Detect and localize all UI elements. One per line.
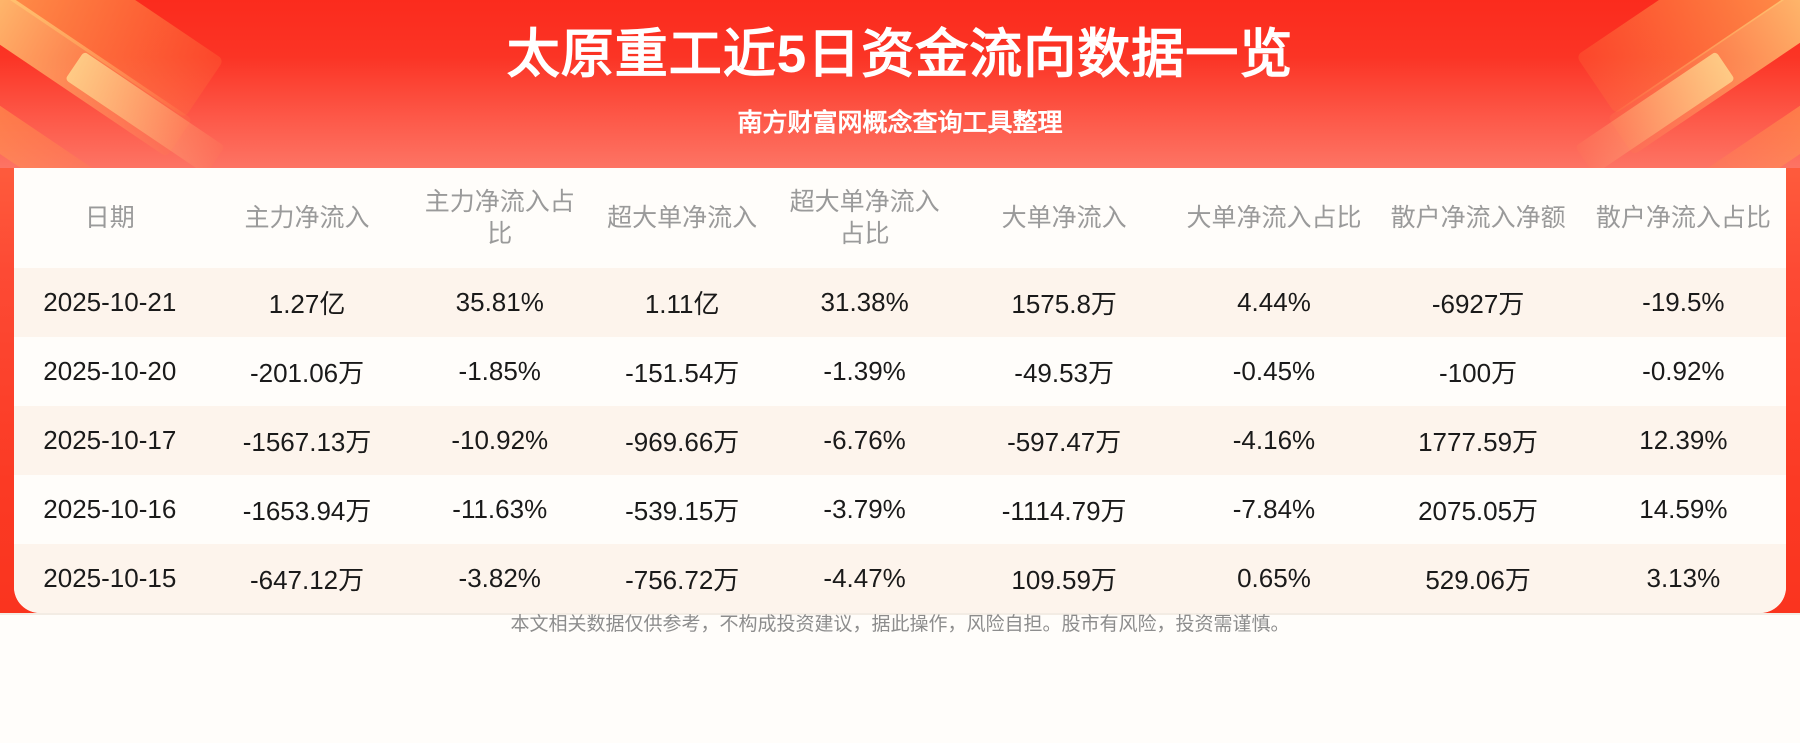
column-header-retail-net-inflow-ratio: 散户净流入占比: [1595, 204, 1771, 232]
cell-large-net-inflow: 1575.8万: [1011, 289, 1117, 319]
cell-main-net-inflow-ratio: 35.81%: [455, 287, 544, 317]
cell-large-net-inflow: -1114.79万: [1001, 496, 1127, 526]
column-header-large-net-inflow-ratio: 大单净流入占比: [1186, 204, 1362, 232]
cell-xl-net-inflow: -756.72万: [625, 565, 740, 595]
cell-large-net-inflow-ratio: -0.45%: [1232, 356, 1316, 386]
cell-xl-net-inflow: -969.66万: [625, 427, 740, 457]
column-header-main-net-inflow: 主力净流入: [244, 204, 370, 232]
column-header-retail-net-inflow: 散户净流入净额: [1390, 204, 1566, 232]
cell-xl-net-inflow-ratio: -1.39%: [823, 356, 906, 386]
cell-large-net-inflow: -597.47万: [1007, 427, 1122, 457]
table-row: 2025-10-15 -647.12万 -3.82% -756.72万 -4.4…: [14, 544, 1786, 613]
cell-main-net-inflow: 1.27亿: [268, 289, 346, 319]
table-row: 2025-10-21 1.27亿 35.81% 1.11亿 31.38% 157…: [14, 268, 1786, 337]
table-header: 日期 主力净流入 主力净流入占比 超大单净流入 超大单净流入占比 大单净流入 大…: [14, 168, 1786, 268]
cell-xl-net-inflow-ratio: 31.38%: [820, 287, 909, 317]
cell-main-net-inflow-ratio: -1.85%: [458, 356, 541, 386]
cell-xl-net-inflow-ratio: -4.47%: [823, 563, 906, 593]
table-section: 南方财富网 southmoney.com 日期 主力净流入 主力净流入占比 超大…: [0, 168, 1800, 743]
cell-date: 2025-10-21: [43, 287, 177, 317]
cell-xl-net-inflow-ratio: -6.76%: [823, 425, 906, 455]
table-row: 2025-10-20 -201.06万 -1.85% -151.54万 -1.3…: [14, 337, 1786, 406]
table-row: 2025-10-17 -1567.13万 -10.92% -969.66万 -6…: [14, 406, 1786, 475]
cell-retail-net-inflow: 1777.59万: [1418, 427, 1539, 457]
cell-retail-net-inflow: 529.06万: [1425, 565, 1531, 595]
cell-large-net-inflow: 109.59万: [1011, 565, 1117, 595]
column-header-large-net-inflow: 大单净流入: [1001, 204, 1127, 232]
column-header-xl-net-inflow-ratio: 超大单净流入占比: [789, 188, 940, 248]
disclaimer-text: 本文相关数据仅供参考，不构成投资建议，据此操作，风险自担。股市有风险，投资需谨慎…: [510, 614, 1290, 635]
cell-date: 2025-10-15: [43, 563, 177, 593]
cell-date: 2025-10-16: [43, 494, 177, 524]
cell-main-net-inflow-ratio: -10.92%: [451, 425, 549, 455]
cell-retail-net-inflow: -6927万: [1431, 289, 1525, 319]
cell-main-net-inflow: -647.12万: [249, 565, 365, 595]
header-banner: 太原重工近5日资金流向数据一览 南方财富网概念查询工具整理: [0, 0, 1800, 168]
cell-main-net-inflow-ratio: -3.82%: [458, 563, 541, 593]
cell-xl-net-inflow: -151.54万: [625, 358, 740, 388]
column-header-xl-net-inflow: 超大单净流入: [607, 204, 758, 232]
cell-xl-net-inflow-ratio: -3.79%: [823, 494, 906, 524]
column-header-date: 日期: [84, 204, 135, 232]
table-card: 南方财富网 southmoney.com 日期 主力净流入 主力净流入占比 超大…: [14, 168, 1786, 613]
cell-large-net-inflow: -49.53万: [1014, 358, 1115, 388]
cell-main-net-inflow: -201.06万: [249, 358, 365, 388]
table-row: 2025-10-16 -1653.94万 -11.63% -539.15万 -3…: [14, 475, 1786, 544]
cell-main-net-inflow: -1567.13万: [242, 427, 372, 457]
cell-retail-net-inflow-ratio: -19.5%: [1642, 287, 1725, 317]
cell-xl-net-inflow: -539.15万: [625, 496, 740, 526]
page-title: 太原重工近5日资金流向数据一览: [506, 25, 1294, 84]
cell-large-net-inflow-ratio: 4.44%: [1237, 287, 1311, 317]
footer-background: [0, 613, 1800, 743]
cell-large-net-inflow-ratio: -7.84%: [1232, 494, 1316, 524]
page-subtitle: 南方财富网概念查询工具整理: [737, 109, 1063, 137]
cell-retail-net-inflow-ratio: 3.13%: [1646, 563, 1721, 593]
cell-date: 2025-10-20: [43, 356, 177, 386]
cell-retail-net-inflow: 2075.05万: [1418, 496, 1539, 526]
cell-date: 2025-10-17: [43, 425, 177, 455]
table-footer-divider: [0, 613, 1800, 615]
fund-flow-table: 日期 主力净流入 主力净流入占比 超大单净流入 超大单净流入占比 大单净流入 大…: [14, 168, 1786, 613]
cell-large-net-inflow-ratio: 0.65%: [1237, 563, 1311, 593]
cell-main-net-inflow-ratio: -11.63%: [452, 494, 548, 524]
cell-retail-net-inflow: -100万: [1439, 358, 1518, 388]
table-header-row: 日期 主力净流入 主力净流入占比 超大单净流入 超大单净流入占比 大单净流入 大…: [14, 168, 1786, 268]
cell-xl-net-inflow: 1.11亿: [644, 289, 720, 319]
cell-main-net-inflow: -1653.94万: [242, 496, 372, 526]
cell-retail-net-inflow-ratio: 14.59%: [1639, 494, 1728, 524]
cell-retail-net-inflow-ratio: 12.39%: [1639, 425, 1728, 455]
cell-retail-net-inflow-ratio: -0.92%: [1642, 356, 1725, 386]
cell-large-net-inflow-ratio: -4.16%: [1232, 425, 1316, 455]
column-header-main-net-inflow-ratio: 主力净流入占比: [424, 188, 575, 248]
table-body: 2025-10-21 1.27亿 35.81% 1.11亿 31.38% 157…: [14, 268, 1786, 613]
